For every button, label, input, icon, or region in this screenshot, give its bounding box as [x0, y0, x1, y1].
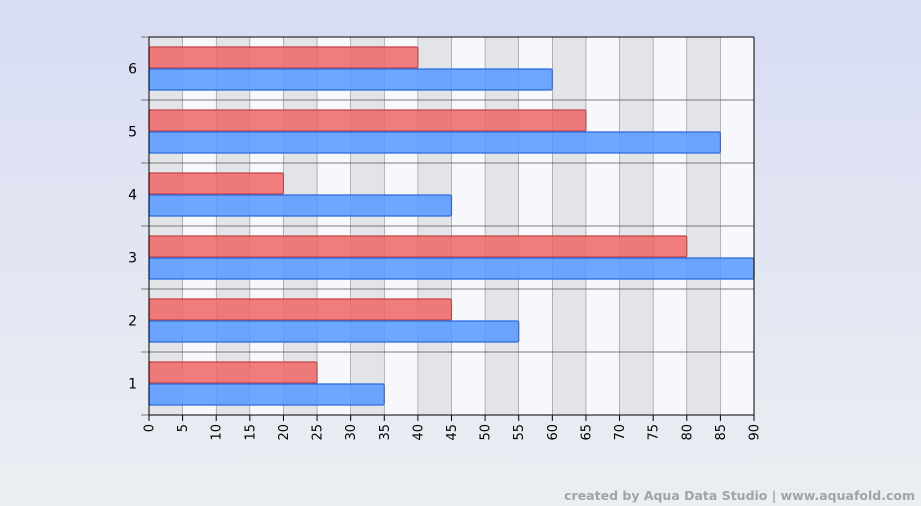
x-tick-label: 85: [714, 424, 729, 441]
chart-axes: [148, 36, 755, 421]
bar-series-1-cat-4: [148, 172, 285, 195]
x-tick-label: 75: [647, 424, 662, 441]
bar-series-1-cat-3: [148, 235, 688, 258]
y-tick-label: 3: [128, 251, 137, 267]
x-tick-label: 5: [176, 424, 191, 432]
bar-series-1-cat-6: [148, 46, 419, 69]
y-tick-label: 4: [128, 188, 137, 204]
y-tick-label: 6: [128, 62, 137, 78]
x-tick-label: 30: [344, 424, 359, 441]
y-tick-label: 5: [128, 125, 137, 141]
x-axis-tick-labels: 0 5 10 15 20 25 30 35 40 45 50 55 60 65 70 75 80 85 90: [143, 424, 763, 441]
x-tick-label: 20: [277, 424, 292, 441]
x-tick-label: 0: [143, 424, 158, 432]
x-tick-label: 15: [243, 424, 258, 441]
x-tick-label: 35: [378, 424, 393, 441]
x-tick-label: 65: [579, 424, 594, 441]
x-tick-label: 40: [411, 424, 426, 441]
bar-series-2-cat-1: [148, 383, 385, 406]
bar-series-1-cat-2: [148, 298, 453, 321]
credit-text: created by Aqua Data Studio | www.aquafo…: [564, 488, 915, 503]
x-tick-label: 45: [445, 424, 460, 441]
bar-series-2-cat-3: [148, 257, 755, 280]
bar-series-1-cat-5: [148, 109, 587, 132]
bar-series-2-cat-2: [148, 320, 520, 343]
bar-series-2-cat-6: [148, 68, 553, 91]
chart-bars: [148, 46, 755, 406]
y-axis-tick-labels: 1 2 3 4 5 6: [128, 62, 137, 393]
x-tick-label: 70: [613, 424, 628, 441]
x-tick-label: 25: [311, 424, 326, 441]
x-tick-label: 60: [546, 424, 561, 441]
bar-series-1-cat-1: [148, 361, 318, 384]
x-tick-label: 55: [512, 424, 527, 441]
x-tick-label: 80: [680, 424, 695, 441]
y-tick-label: 2: [128, 314, 137, 330]
bar-series-2-cat-5: [148, 131, 721, 154]
x-tick-label: 50: [479, 424, 494, 441]
bar-series-2-cat-4: [148, 194, 453, 217]
y-tick-label: 1: [128, 377, 137, 393]
x-tick-label: 90: [748, 424, 763, 441]
x-tick-label: 10: [210, 424, 225, 441]
